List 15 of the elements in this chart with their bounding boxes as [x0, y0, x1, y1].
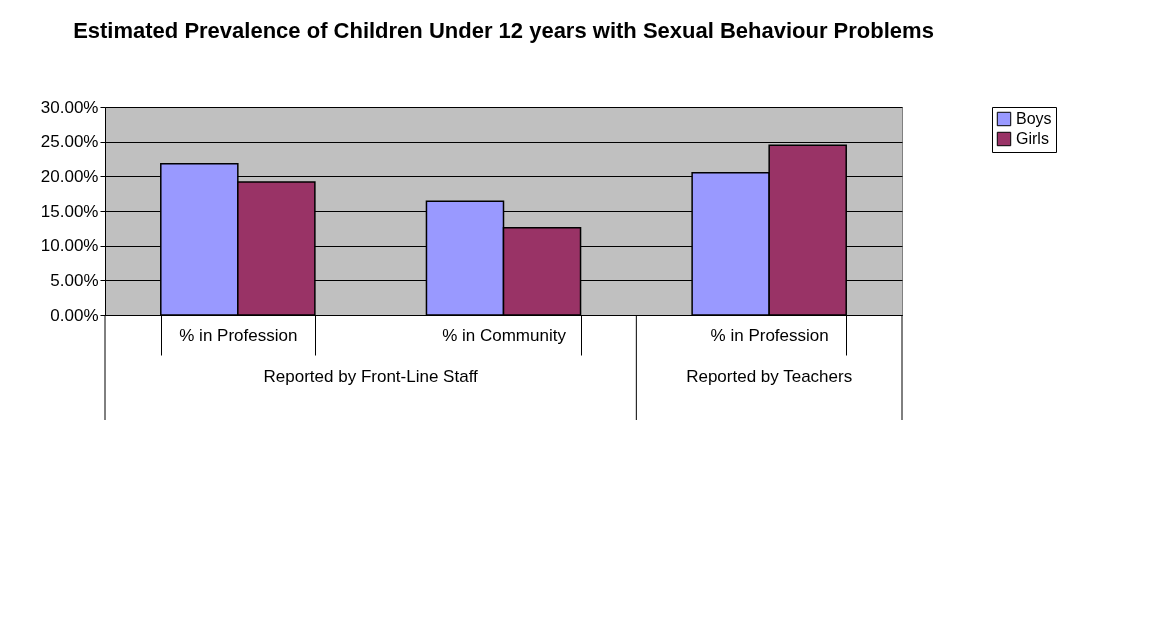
y-tick-label: 15.00%: [40, 201, 99, 221]
legend-label: Girls: [1016, 130, 1049, 147]
y-tick-label: 10.00%: [40, 236, 99, 256]
text: Reported by Teachers: [686, 367, 853, 386]
y-tick-label: 25.00%: [40, 132, 99, 152]
y-tick-label: 0.00%: [50, 305, 99, 325]
y-tick-label: 5.00%: [50, 270, 99, 290]
y-tick-label: 30.00%: [40, 97, 99, 117]
x-tick-label: % in Community: [442, 325, 567, 345]
text: Reported by Front-Line Staff: [263, 367, 479, 386]
legend-label: Boys: [1016, 110, 1052, 127]
chart-title: Estimated Prevalence of Children Under 12 years with Sexual Behaviour Problems: [73, 18, 934, 43]
x-tick-label: % in Profession: [710, 325, 829, 345]
x-tick-label: % in Profession: [179, 325, 298, 345]
y-tick-label: 20.00%: [40, 166, 99, 186]
